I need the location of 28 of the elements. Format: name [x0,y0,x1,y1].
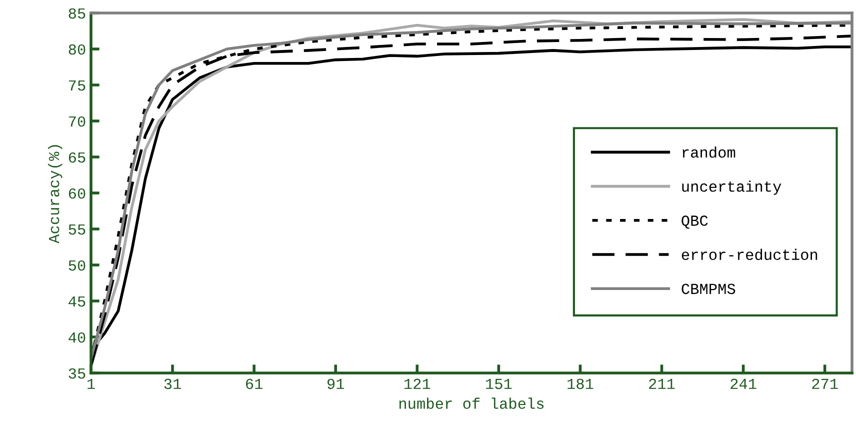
y-tick-label: 35 [68,368,86,379]
y-tick-label: 50 [68,260,86,271]
x-tick-label: 211 [649,378,675,389]
y-tick-label: 65 [68,152,86,163]
x-tick-label: 121 [404,378,430,389]
x-tick-label: 91 [327,378,344,390]
x-axis-title: number of labels [399,398,544,409]
x-tick-label: 271 [812,378,838,389]
legend-label: error-reduction [682,248,818,260]
legend-label: QBC [682,216,708,229]
legend-label: random [682,146,736,158]
x-tick-label: 151 [486,378,512,390]
y-axis-title: Accuracy(%) [48,145,62,244]
y-tick-label: 40 [68,332,86,343]
x-tick-label: 241 [730,378,756,389]
x-tick-label: 1 [88,378,95,389]
y-tick-label: 45 [68,296,86,307]
y-tick-label: 55 [68,224,86,235]
x-tick-label: 181 [568,378,594,390]
y-tick-label: 60 [68,188,86,199]
y-tick-label: 80 [68,44,86,55]
x-tick-label: 31 [164,378,181,390]
x-tick-label: 61 [246,378,262,390]
legend-label: uncertainty [682,180,782,195]
y-tick-label: 85 [68,8,86,19]
y-tick-label: 75 [68,80,86,91]
legend-label: CBMPMS [682,284,736,294]
y-tick-label: 70 [68,116,86,127]
